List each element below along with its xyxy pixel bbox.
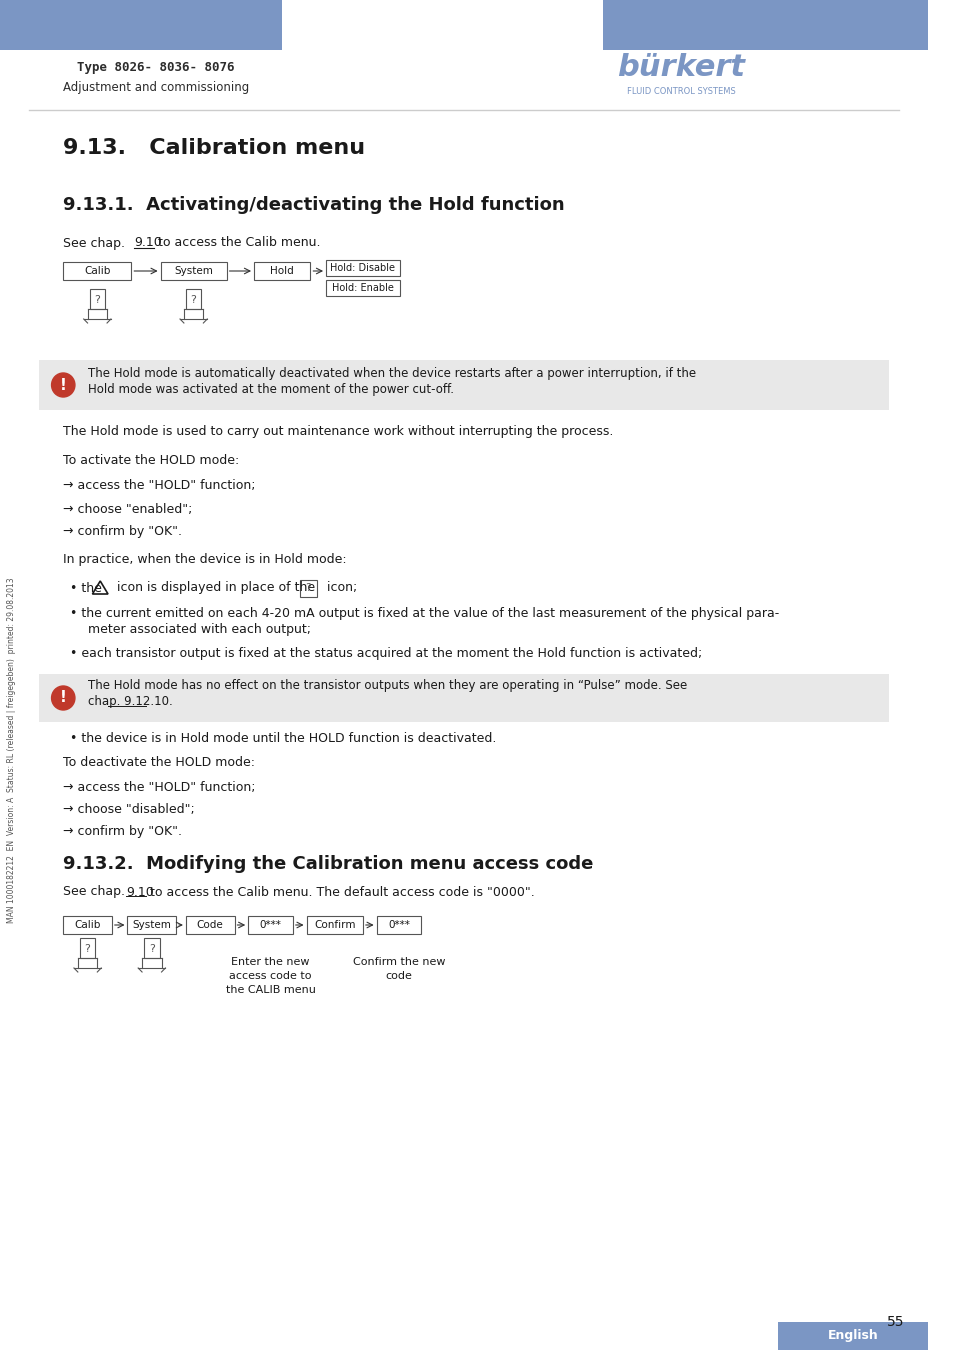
FancyBboxPatch shape [63,917,112,934]
Text: English: English [827,1330,878,1342]
Text: To activate the HOLD mode:: To activate the HOLD mode: [63,454,239,467]
Text: Enter the new: Enter the new [231,957,310,967]
Text: Code: Code [196,919,223,930]
Text: !: ! [60,378,67,393]
Text: System: System [132,919,171,930]
Text: 9.13.   Calibration menu: 9.13. Calibration menu [63,138,365,158]
Text: Calib: Calib [84,266,111,275]
Text: MAN 1000182212  EN  Version: A  Status: RL (released | freigegeben)  printed: 29: MAN 1000182212 EN Version: A Status: RL … [8,578,16,923]
Text: code: code [385,971,412,981]
Text: Type 8026- 8036- 8076: Type 8026- 8036- 8076 [77,62,234,74]
Text: • the device is in Hold mode until the HOLD function is deactivated.: • the device is in Hold mode until the H… [70,732,496,744]
Text: The Hold mode is used to carry out maintenance work without interrupting the pro: The Hold mode is used to carry out maint… [63,425,613,439]
Text: To deactivate the HOLD mode:: To deactivate the HOLD mode: [63,756,255,770]
Text: → confirm by "OK".: → confirm by "OK". [63,825,182,837]
Text: Adjustment and commissioning: Adjustment and commissioning [63,81,249,93]
Text: → choose "disabled";: → choose "disabled"; [63,802,194,815]
Text: The Hold mode is automatically deactivated when the device restarts after a powe: The Hold mode is automatically deactivat… [88,366,695,379]
Text: ?: ? [85,944,91,954]
Text: icon is displayed in place of the: icon is displayed in place of the [112,582,318,594]
Text: 9.10: 9.10 [134,236,162,250]
Circle shape [51,373,75,397]
Text: See chap.: See chap. [63,886,129,899]
Text: FLUID CONTROL SYSTEMS: FLUID CONTROL SYSTEMS [626,88,735,96]
Text: !: ! [60,690,67,706]
Text: In practice, when the device is in Hold mode:: In practice, when the device is in Hold … [63,554,347,567]
FancyBboxPatch shape [128,917,176,934]
Text: meter associated with each output;: meter associated with each output; [88,624,311,636]
Text: 0***: 0*** [259,919,281,930]
FancyBboxPatch shape [326,279,399,296]
FancyBboxPatch shape [63,262,132,279]
FancyBboxPatch shape [186,917,234,934]
Text: See chap.: See chap. [63,236,129,250]
Text: bürkert: bürkert [617,54,744,82]
Circle shape [51,686,75,710]
Text: → confirm by "OK".: → confirm by "OK". [63,525,182,539]
Text: Hold: Disable: Hold: Disable [330,263,395,273]
FancyBboxPatch shape [186,289,201,309]
FancyBboxPatch shape [602,0,927,50]
FancyBboxPatch shape [248,917,293,934]
FancyBboxPatch shape [299,580,317,597]
Text: The Hold mode has no effect on the transistor outputs when they are operating in: The Hold mode has no effect on the trans… [88,679,686,693]
Text: ?: ? [94,296,100,305]
Text: → access the "HOLD" function;: → access the "HOLD" function; [63,479,255,493]
Text: Confirm the new: Confirm the new [353,957,445,967]
Text: 0***: 0*** [388,919,410,930]
FancyBboxPatch shape [80,938,95,958]
FancyBboxPatch shape [778,1322,927,1350]
Text: Hold mode was activated at the moment of the power cut-off.: Hold mode was activated at the moment of… [88,383,453,397]
FancyBboxPatch shape [306,917,362,934]
Text: • the: • the [70,582,106,594]
Text: ?: ? [191,296,196,305]
Text: chap. 9.12.10.: chap. 9.12.10. [88,695,172,709]
Text: • each transistor output is fixed at the status acquired at the moment the Hold : • each transistor output is fixed at the… [70,648,701,660]
Text: to access the Calib menu. The default access code is "0000".: to access the Calib menu. The default ac… [146,886,534,899]
Text: Calib: Calib [74,919,101,930]
Text: ?: ? [305,583,311,593]
Text: 9.10: 9.10 [127,886,154,899]
FancyBboxPatch shape [39,674,888,722]
Text: → access the "HOLD" function;: → access the "HOLD" function; [63,780,255,794]
FancyBboxPatch shape [160,262,227,279]
FancyBboxPatch shape [326,261,399,275]
Text: icon;: icon; [323,582,357,594]
Text: Hold: Enable: Hold: Enable [332,284,394,293]
Text: access code to: access code to [229,971,312,981]
Text: 9.13.1.  Activating/deactivating the Hold function: 9.13.1. Activating/deactivating the Hold… [63,196,564,215]
FancyBboxPatch shape [144,938,159,958]
FancyBboxPatch shape [39,360,888,410]
FancyBboxPatch shape [253,262,310,279]
Text: • the current emitted on each 4-20 mA output is fixed at the value of the last m: • the current emitted on each 4-20 mA ou… [70,608,779,621]
Text: the CALIB menu: the CALIB menu [225,986,315,995]
Text: to access the Calib menu.: to access the Calib menu. [153,236,320,250]
FancyBboxPatch shape [90,289,105,309]
Text: Hold: Hold [270,266,294,275]
Text: 9.13.2.  Modifying the Calibration menu access code: 9.13.2. Modifying the Calibration menu a… [63,855,593,873]
Text: ?: ? [149,944,154,954]
FancyBboxPatch shape [0,0,282,50]
Text: 55: 55 [885,1315,903,1328]
Text: System: System [174,266,213,275]
Text: Confirm: Confirm [314,919,355,930]
FancyBboxPatch shape [376,917,421,934]
Text: → choose "enabled";: → choose "enabled"; [63,502,193,516]
